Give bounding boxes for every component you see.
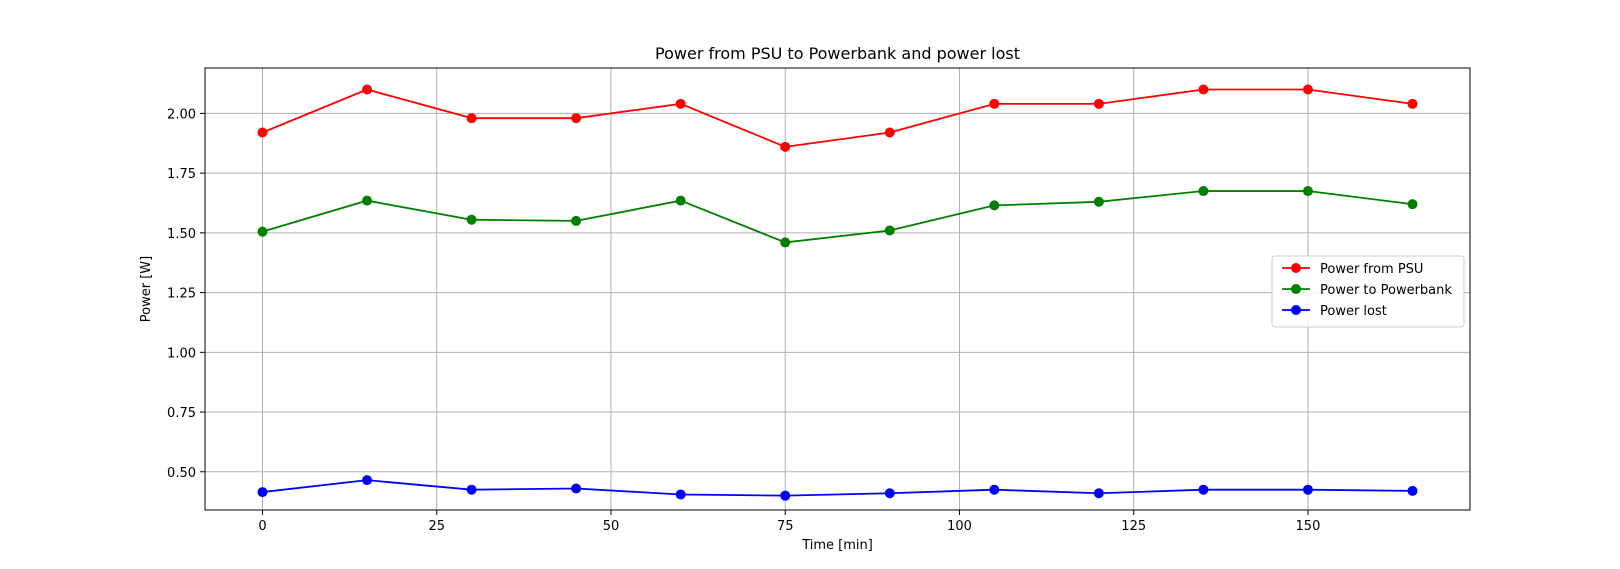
data-point bbox=[1093, 98, 1104, 109]
data-point bbox=[257, 487, 268, 498]
series-line bbox=[262, 88, 1413, 148]
x-tick-label: 100 bbox=[947, 519, 972, 534]
y-tick-label: 1.75 bbox=[167, 167, 196, 182]
data-point bbox=[1407, 199, 1418, 210]
x-tick-label: 0 bbox=[258, 519, 266, 534]
data-point bbox=[780, 490, 791, 501]
data-point bbox=[466, 214, 477, 225]
data-point bbox=[466, 113, 477, 124]
legend-item: Power from PSU bbox=[1282, 262, 1423, 277]
y-tick-label: 1.25 bbox=[167, 287, 196, 302]
legend: Power from PSU Power to Powerbank Power lo… bbox=[1271, 255, 1465, 328]
series-line bbox=[262, 479, 1413, 497]
data-point bbox=[1093, 488, 1104, 499]
data-point bbox=[780, 237, 791, 248]
y-axis-label: Power [W] bbox=[139, 256, 154, 322]
data-point bbox=[1302, 484, 1313, 495]
series-power-from-psu bbox=[257, 84, 1418, 152]
y-tick-label: 0.75 bbox=[167, 406, 196, 421]
grid bbox=[205, 68, 1470, 510]
data-point bbox=[362, 84, 373, 95]
data-point bbox=[1302, 84, 1313, 95]
data-point bbox=[1407, 98, 1418, 109]
legend-marker bbox=[1291, 305, 1301, 315]
data-point bbox=[257, 226, 268, 237]
legend-marker bbox=[1291, 284, 1301, 294]
x-tick-label: 25 bbox=[428, 519, 445, 534]
data-point bbox=[780, 141, 791, 152]
y-tick-label: 0.50 bbox=[167, 466, 196, 481]
data-point bbox=[675, 98, 686, 109]
data-point bbox=[571, 113, 582, 124]
data-point bbox=[1198, 84, 1209, 95]
y-tick-label: 1.50 bbox=[167, 227, 196, 242]
series-power-to-powerbank bbox=[257, 186, 1418, 248]
data-point bbox=[675, 489, 686, 500]
axis-ticks: 0 25 50 75 100 125 150 0.50 0.75 1.00 1.25 1.50 1.75… bbox=[167, 107, 1320, 534]
x-tick-label: 125 bbox=[1121, 519, 1146, 534]
data-point bbox=[989, 98, 1000, 109]
legend-item: Power lost bbox=[1282, 304, 1387, 319]
data-point bbox=[989, 484, 1000, 495]
x-tick-label: 150 bbox=[1296, 519, 1321, 534]
data-point bbox=[1093, 196, 1104, 207]
x-tick-label: 75 bbox=[777, 519, 794, 534]
legend-box bbox=[1271, 255, 1465, 328]
y-tick-label: 1.00 bbox=[167, 346, 196, 361]
data-point bbox=[884, 488, 895, 499]
data-point bbox=[884, 225, 895, 236]
series-power-lost bbox=[257, 475, 1418, 501]
x-axis-label: Time [min] bbox=[801, 538, 873, 553]
legend-marker bbox=[1291, 263, 1301, 273]
data-point bbox=[571, 215, 582, 226]
chart-title: Power from PSU to Powerbank and power lo… bbox=[655, 44, 1020, 63]
data-point bbox=[1198, 484, 1209, 495]
legend-label: Power lost bbox=[1320, 304, 1387, 319]
series-line bbox=[262, 190, 1413, 244]
data-point bbox=[1407, 485, 1418, 496]
data-point bbox=[466, 484, 477, 495]
data-point bbox=[571, 483, 582, 494]
legend-item: Power to Powerbank bbox=[1282, 283, 1452, 298]
data-point bbox=[362, 475, 373, 486]
legend-label: Power to Powerbank bbox=[1320, 283, 1452, 298]
y-tick-label: 2.00 bbox=[167, 107, 196, 122]
series-group bbox=[257, 84, 1418, 501]
x-tick-label: 50 bbox=[603, 519, 620, 534]
legend-label: Power from PSU bbox=[1320, 262, 1423, 277]
data-point bbox=[257, 127, 268, 138]
data-point bbox=[1302, 186, 1313, 197]
plot-frame bbox=[204, 67, 1471, 511]
data-point bbox=[675, 195, 686, 206]
data-point bbox=[989, 200, 1000, 211]
data-point bbox=[362, 195, 373, 206]
data-point bbox=[884, 127, 895, 138]
data-point bbox=[1198, 186, 1209, 197]
